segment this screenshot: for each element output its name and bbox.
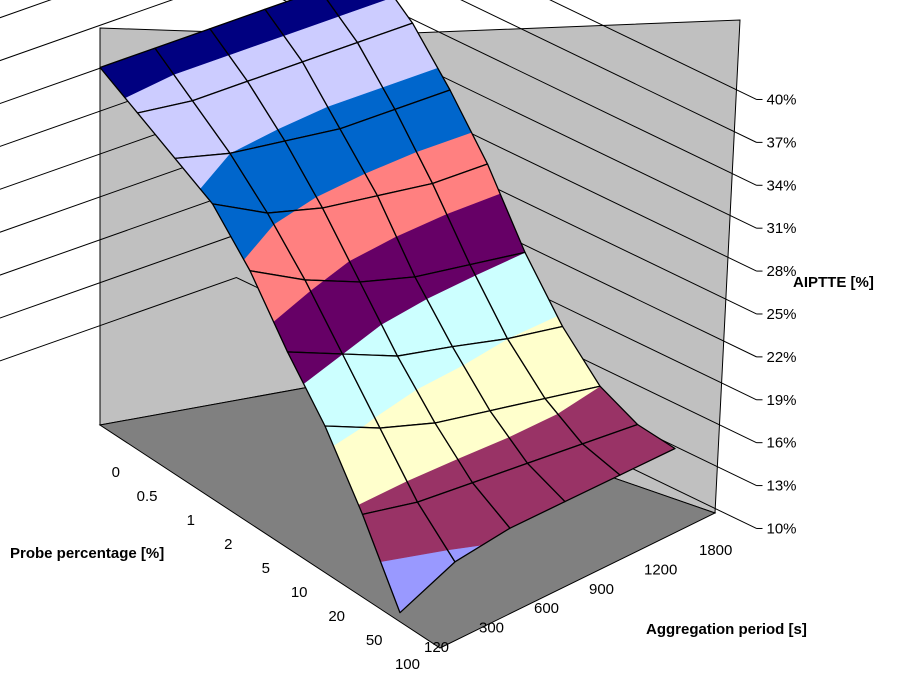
surface-plot xyxy=(99,0,676,614)
y-tick-label: 120 xyxy=(424,639,449,656)
z-tick-label: 37% xyxy=(767,134,797,151)
x-tick-label: 2 xyxy=(224,536,232,553)
gridline xyxy=(460,0,757,143)
z-tick-label: 40% xyxy=(767,91,797,108)
z-axis: 10% 13% 16% 19% 22% 25% 28% 31% 34% 37% 40% xyxy=(756,91,797,537)
x-tick-label: 5 xyxy=(262,560,270,577)
y-tick-label: 300 xyxy=(479,620,504,637)
z-tick-label: 16% xyxy=(767,435,797,452)
x-axis-title: Probe percentage [%] xyxy=(10,545,164,562)
z-tick-label: 19% xyxy=(767,392,797,409)
gridline xyxy=(0,0,757,186)
z-tick-label: 13% xyxy=(767,478,797,495)
y-tick-label: 600 xyxy=(534,600,559,617)
gridline xyxy=(0,0,757,229)
surface-cell-edge xyxy=(581,423,676,476)
gridline xyxy=(549,0,757,100)
y-tick-label: 1200 xyxy=(644,561,677,578)
y-tick-label: 900 xyxy=(589,581,614,598)
x-axis: 0 0.5 1 2 5 10 20 50 100 xyxy=(112,464,420,673)
z-axis-title: AIPTTE [%] xyxy=(793,274,874,291)
x-tick-label: 50 xyxy=(366,632,383,649)
x-tick-label: 0.5 xyxy=(137,488,158,505)
x-tick-label: 100 xyxy=(395,656,420,673)
x-tick-label: 1 xyxy=(187,512,195,529)
z-tick-label: 28% xyxy=(767,263,797,280)
x-tick-label: 20 xyxy=(328,608,345,625)
z-tick-label: 31% xyxy=(767,220,797,237)
y-axis-title: Aggregation period [s] xyxy=(646,621,807,638)
y-tick-label: 1800 xyxy=(699,542,732,559)
z-tick-label: 22% xyxy=(767,349,797,366)
y-axis: 120 300 600 900 1200 1800 xyxy=(424,542,732,656)
x-tick-label: 10 xyxy=(291,584,308,601)
x-tick-label: 0 xyxy=(112,464,120,481)
z-tick-label: 25% xyxy=(767,306,797,323)
z-tick-label: 34% xyxy=(767,177,797,194)
z-tick-label: 10% xyxy=(767,520,797,537)
